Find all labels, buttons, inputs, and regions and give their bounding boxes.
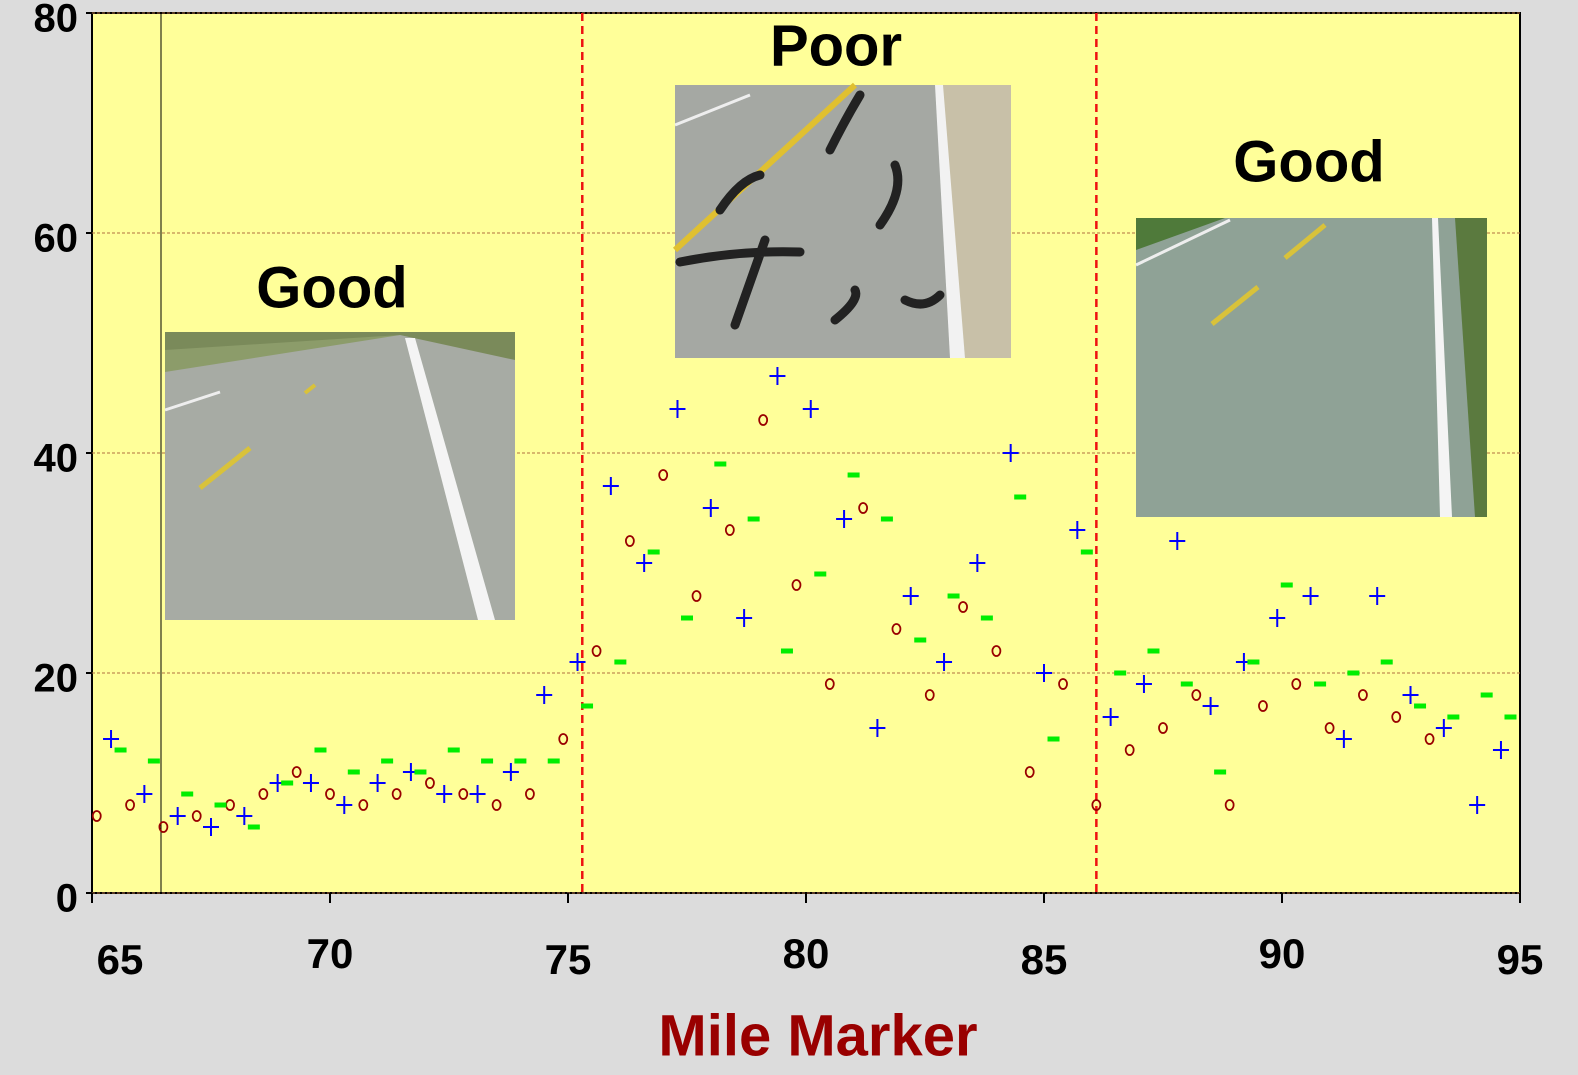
point xyxy=(781,649,793,654)
point xyxy=(748,517,760,522)
point xyxy=(614,660,626,665)
point xyxy=(1247,660,1259,665)
point xyxy=(1147,649,1159,654)
point xyxy=(1214,770,1226,775)
point xyxy=(1381,660,1393,665)
point xyxy=(1114,671,1126,676)
y-tick-label: 40 xyxy=(34,437,79,481)
page: {"chart_data": {"type": "scatter", "x_la… xyxy=(0,0,1578,1075)
point xyxy=(481,759,493,764)
annotation: Poor xyxy=(770,13,902,78)
point xyxy=(1347,671,1359,676)
y-tick-label: 80 xyxy=(34,0,79,41)
point xyxy=(1181,682,1193,687)
annotation: Good xyxy=(1233,129,1384,194)
point xyxy=(148,759,160,764)
point xyxy=(1081,550,1093,555)
y-tick-label: 20 xyxy=(34,657,79,701)
point xyxy=(814,572,826,577)
point xyxy=(414,770,426,775)
point xyxy=(514,759,526,764)
x-tick-label: 90 xyxy=(1259,930,1306,977)
point xyxy=(448,748,460,753)
photo-good-right xyxy=(1136,218,1487,517)
y-tick-label: 0 xyxy=(56,877,78,921)
point xyxy=(1414,704,1426,709)
x-tick-label: 75 xyxy=(545,936,592,983)
point xyxy=(548,759,560,764)
point xyxy=(948,594,960,599)
point xyxy=(714,462,726,467)
point xyxy=(914,638,926,643)
point xyxy=(181,792,193,797)
photo-poor xyxy=(675,85,1011,358)
x-tick-label: 65 xyxy=(97,936,144,983)
point xyxy=(581,704,593,709)
x-tick-label: 85 xyxy=(1021,936,1068,983)
point xyxy=(381,759,393,764)
y-tick-label: 60 xyxy=(34,217,79,261)
point xyxy=(1481,693,1493,698)
point xyxy=(981,616,993,621)
point xyxy=(681,616,693,621)
point xyxy=(881,517,893,522)
point xyxy=(1314,682,1326,687)
point xyxy=(248,825,260,830)
point xyxy=(1014,495,1026,500)
point xyxy=(115,748,127,753)
point xyxy=(1504,715,1516,720)
chart: Good Poor Good Mile Marker 0 20 40 60 80 65 70… xyxy=(0,0,1578,1075)
point xyxy=(1281,583,1293,588)
x-tick-label: 95 xyxy=(1497,936,1544,983)
point xyxy=(281,781,293,786)
point xyxy=(215,803,227,808)
point xyxy=(314,748,326,753)
point xyxy=(1447,715,1459,720)
x-tick-label: 80 xyxy=(783,930,830,977)
photo-good-left xyxy=(165,332,515,620)
x-tick-label: 70 xyxy=(307,930,354,977)
point xyxy=(1048,737,1060,742)
x-axis-title: Mile Marker xyxy=(658,1003,977,1068)
point xyxy=(348,770,360,775)
point xyxy=(848,473,860,478)
annotation: Good xyxy=(256,255,407,320)
point xyxy=(648,550,660,555)
